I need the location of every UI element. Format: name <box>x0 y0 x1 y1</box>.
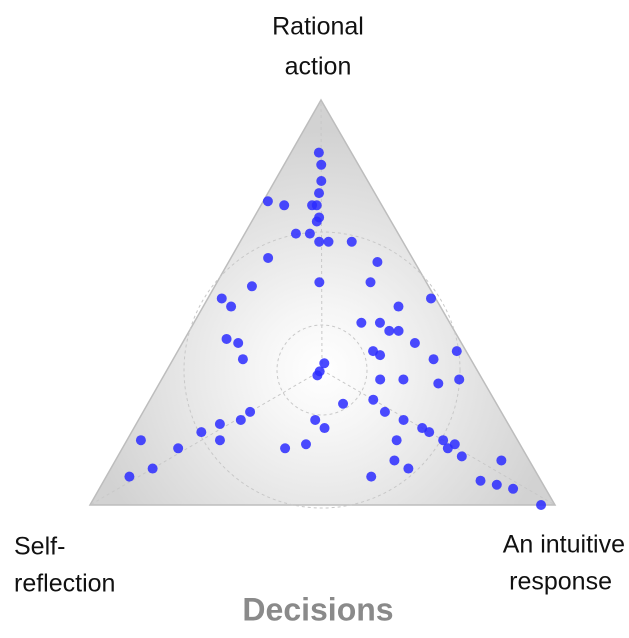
point <box>301 439 311 450</box>
grid-circle <box>183 231 461 509</box>
point <box>384 325 395 336</box>
point <box>475 475 486 486</box>
grid-axis <box>321 369 556 506</box>
point <box>147 463 158 474</box>
point <box>235 414 246 425</box>
left-label: Self- <box>14 533 65 561</box>
point <box>263 252 274 263</box>
point <box>365 277 376 288</box>
point <box>368 394 379 405</box>
chart-title: Decisions <box>242 591 393 627</box>
point <box>237 354 248 365</box>
right-label: An intuitive <box>503 531 625 559</box>
point <box>314 277 325 288</box>
point <box>536 500 547 510</box>
point <box>304 228 315 239</box>
point <box>375 350 386 361</box>
point <box>310 414 321 425</box>
left-label: reflection <box>14 570 115 598</box>
point <box>438 435 449 446</box>
point <box>356 317 367 328</box>
right-label: response <box>509 568 612 596</box>
grid-axis <box>89 369 323 506</box>
points <box>124 147 547 510</box>
point <box>398 414 409 425</box>
point <box>124 471 135 482</box>
point <box>135 435 146 446</box>
point <box>338 398 349 409</box>
point <box>221 333 232 344</box>
triangle <box>88 98 557 506</box>
point <box>245 406 256 417</box>
grid <box>89 99 556 509</box>
point <box>372 257 383 267</box>
point <box>319 423 330 434</box>
point <box>280 443 291 454</box>
point <box>389 455 400 466</box>
point <box>398 374 409 385</box>
point <box>290 228 301 239</box>
point <box>403 463 414 474</box>
point <box>366 471 377 482</box>
point <box>214 435 225 446</box>
point <box>391 435 402 446</box>
point <box>496 455 507 466</box>
point <box>307 200 318 211</box>
point <box>279 200 290 211</box>
point <box>196 427 207 438</box>
point <box>246 281 257 292</box>
point <box>226 301 237 312</box>
point <box>393 325 404 336</box>
point <box>319 358 330 369</box>
top-label: action <box>285 53 352 81</box>
point <box>214 419 225 429</box>
point <box>314 188 325 199</box>
point <box>454 374 465 385</box>
point <box>316 159 327 170</box>
point <box>508 483 519 494</box>
point <box>233 338 244 348</box>
point <box>374 317 385 328</box>
point <box>312 370 323 381</box>
point <box>456 451 467 462</box>
top-label: Rational <box>272 13 364 41</box>
point <box>375 374 386 385</box>
point <box>379 406 390 417</box>
point <box>262 196 273 207</box>
point <box>451 346 462 357</box>
point <box>409 338 420 348</box>
point <box>426 293 437 304</box>
point <box>314 236 325 247</box>
point <box>424 427 435 438</box>
point <box>449 439 460 450</box>
point <box>311 216 322 227</box>
point <box>433 378 444 389</box>
point <box>323 236 334 247</box>
point <box>173 443 184 454</box>
point <box>216 293 227 304</box>
point <box>316 176 327 186</box>
point <box>393 301 404 312</box>
point <box>313 147 324 158</box>
point <box>428 354 439 365</box>
point <box>346 236 357 247</box>
point <box>491 479 502 490</box>
